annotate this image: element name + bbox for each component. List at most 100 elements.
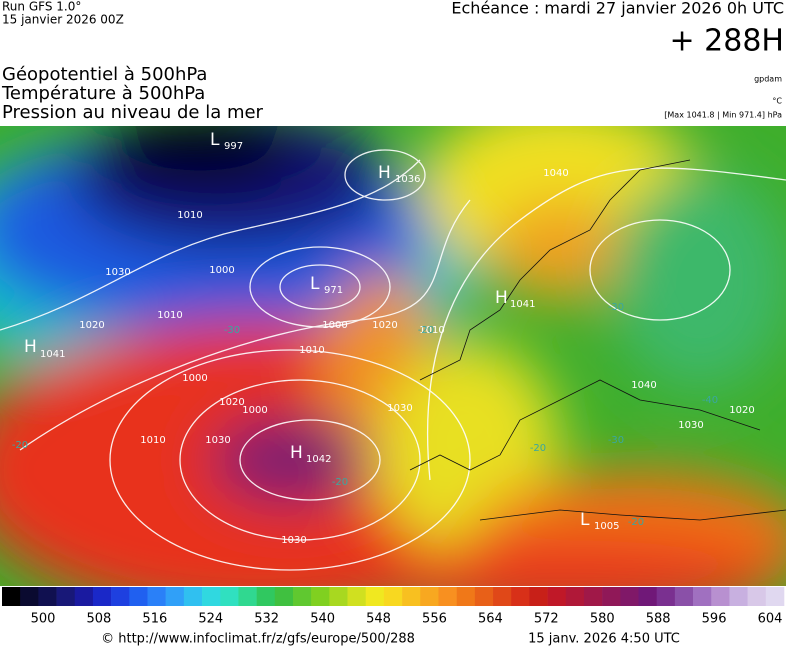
colorbar: 500 508 516 524 532 540 548 556 564 572 580 588 596 6… <box>2 587 785 627</box>
colorbar-swatch <box>547 587 567 606</box>
isobar-label: 1010 <box>177 210 202 221</box>
colorbar-swatch <box>147 587 166 606</box>
colorbar-tick-label: 580 <box>590 612 615 627</box>
run: Run GFS 1.0° <box>2 0 81 14</box>
pressure-center: L <box>580 510 590 530</box>
isobar-label: 1010 <box>157 310 182 321</box>
isobar-label: 1020 <box>219 397 244 408</box>
temperature-label: -30 <box>608 302 624 313</box>
colorbar-tick-label: 564 <box>478 612 503 627</box>
colorbar-swatch <box>38 587 57 606</box>
colorbar-swatch <box>274 587 294 606</box>
pressure-center: H <box>378 163 391 183</box>
colorbar-tick-label: 572 <box>534 612 559 627</box>
colorbar-swatch <box>383 587 403 606</box>
colorbar-swatch <box>474 587 494 606</box>
echeance: Echéance : mardi 27 janvier 2026 0h UTC <box>451 0 784 18</box>
title: Température à 500hPa <box>1 83 205 104</box>
colorbar-swatch <box>129 587 148 606</box>
colorbar-swatch <box>74 587 94 606</box>
pressure-value: 971 <box>324 285 343 296</box>
temperature-label: -20 <box>418 325 434 336</box>
colorbar-tick-label: 556 <box>422 612 447 627</box>
temperature-label: -30 <box>224 325 240 336</box>
isobar-label: 1010 <box>140 435 165 446</box>
colorbar-swatch <box>747 587 767 606</box>
pressure-value: 1036 <box>395 174 420 185</box>
colorbar-swatch <box>165 587 185 606</box>
pressure-value: 997 <box>224 141 243 152</box>
colorbar-swatch <box>292 587 312 606</box>
colorbar-swatch <box>693 587 712 606</box>
colorbar-swatch <box>674 587 694 606</box>
pressure-center: H <box>24 337 37 357</box>
colorbar-swatch <box>183 587 203 606</box>
colorbar-swatch <box>729 587 748 606</box>
pressure-center: L <box>310 274 320 294</box>
colorbar-swatch <box>602 587 621 606</box>
isobar-label: 1020 <box>79 320 104 331</box>
pressure-value: 1005 <box>594 521 619 532</box>
pressure-center: H <box>495 288 508 308</box>
colorbar-swatch <box>620 587 639 606</box>
colorbar-swatch <box>256 587 276 606</box>
colorbar-swatch <box>493 587 512 606</box>
colorbar-swatch <box>20 587 39 606</box>
colorbar-swatch <box>329 587 348 606</box>
colorbar-swatch <box>565 587 585 606</box>
temperature-label: -20 <box>332 477 348 488</box>
isobar-label: 1030 <box>205 435 230 446</box>
colorbar-swatch <box>220 587 239 606</box>
pressure-center: L <box>210 130 220 150</box>
colorbar-swatch <box>456 587 476 606</box>
colorbar-tick-label: 548 <box>366 612 391 627</box>
colorbar-tick-label: 604 <box>758 612 783 627</box>
colorbar-swatch <box>56 587 76 606</box>
colorbar-swatch <box>202 587 221 606</box>
temperature-label: -20 <box>530 443 546 454</box>
colorbar-swatch <box>311 587 330 606</box>
unit: gpdam <box>754 75 782 84</box>
isobar-label: 1040 <box>631 380 656 391</box>
pressure-value: 1041 <box>40 349 65 360</box>
run-date: 15 janvier 2026 00Z <box>2 13 124 27</box>
isobar-label: 1020 <box>729 405 754 416</box>
colorbar-swatch <box>711 587 730 606</box>
pressure-center: H <box>290 443 303 463</box>
temperature-label: -20 <box>628 517 644 528</box>
unit: °C <box>772 97 782 106</box>
pressure-value: 1042 <box>306 454 331 465</box>
isobar-label: 1030 <box>281 535 306 546</box>
title: Géopotentiel à 500hPa <box>2 64 207 85</box>
colorbar-swatch <box>438 587 457 606</box>
isobar-label: 1000 <box>322 320 347 331</box>
colorbar-tick-label: 540 <box>310 612 335 627</box>
colorbar-swatch <box>238 587 257 606</box>
colorbar-swatch <box>765 587 785 606</box>
colorbar-swatch <box>2 587 21 606</box>
temperature-label: -30 <box>608 435 624 446</box>
pressure-value: 1041 <box>510 299 535 310</box>
isobar-label: 1040 <box>543 168 568 179</box>
colorbar-tick-label: 524 <box>198 612 223 627</box>
isobar-label: 1000 <box>242 405 267 416</box>
unit: [Max 1041.8 | Min 971.4] hPa <box>664 111 782 120</box>
colorbar-swatch <box>365 587 385 606</box>
source: © http://www.infoclimat.fr/z/gfs/europe/… <box>101 632 415 647</box>
isobar-label: 1010 <box>299 345 324 356</box>
isobar-label: 1000 <box>182 373 207 384</box>
temperature-label: -20 <box>12 440 28 451</box>
isobar-label: 1030 <box>387 403 412 414</box>
colorbar-tick-label: 532 <box>254 612 279 627</box>
colorbar-tick-label: 596 <box>702 612 727 627</box>
isobar-label: 1030 <box>105 267 130 278</box>
colorbar-tick-label: 588 <box>646 612 671 627</box>
colorbar-swatch <box>656 587 676 606</box>
lead-time: + 288H <box>670 24 785 59</box>
timestamp: 15 janv. 2026 4:50 UTC <box>528 632 680 647</box>
colorbar-tick-label: 500 <box>31 612 56 627</box>
colorbar-swatch <box>402 587 421 606</box>
colorbar-swatch <box>420 587 439 606</box>
colorbar-swatch <box>347 587 367 606</box>
colorbar-tick-label: 516 <box>142 612 167 627</box>
